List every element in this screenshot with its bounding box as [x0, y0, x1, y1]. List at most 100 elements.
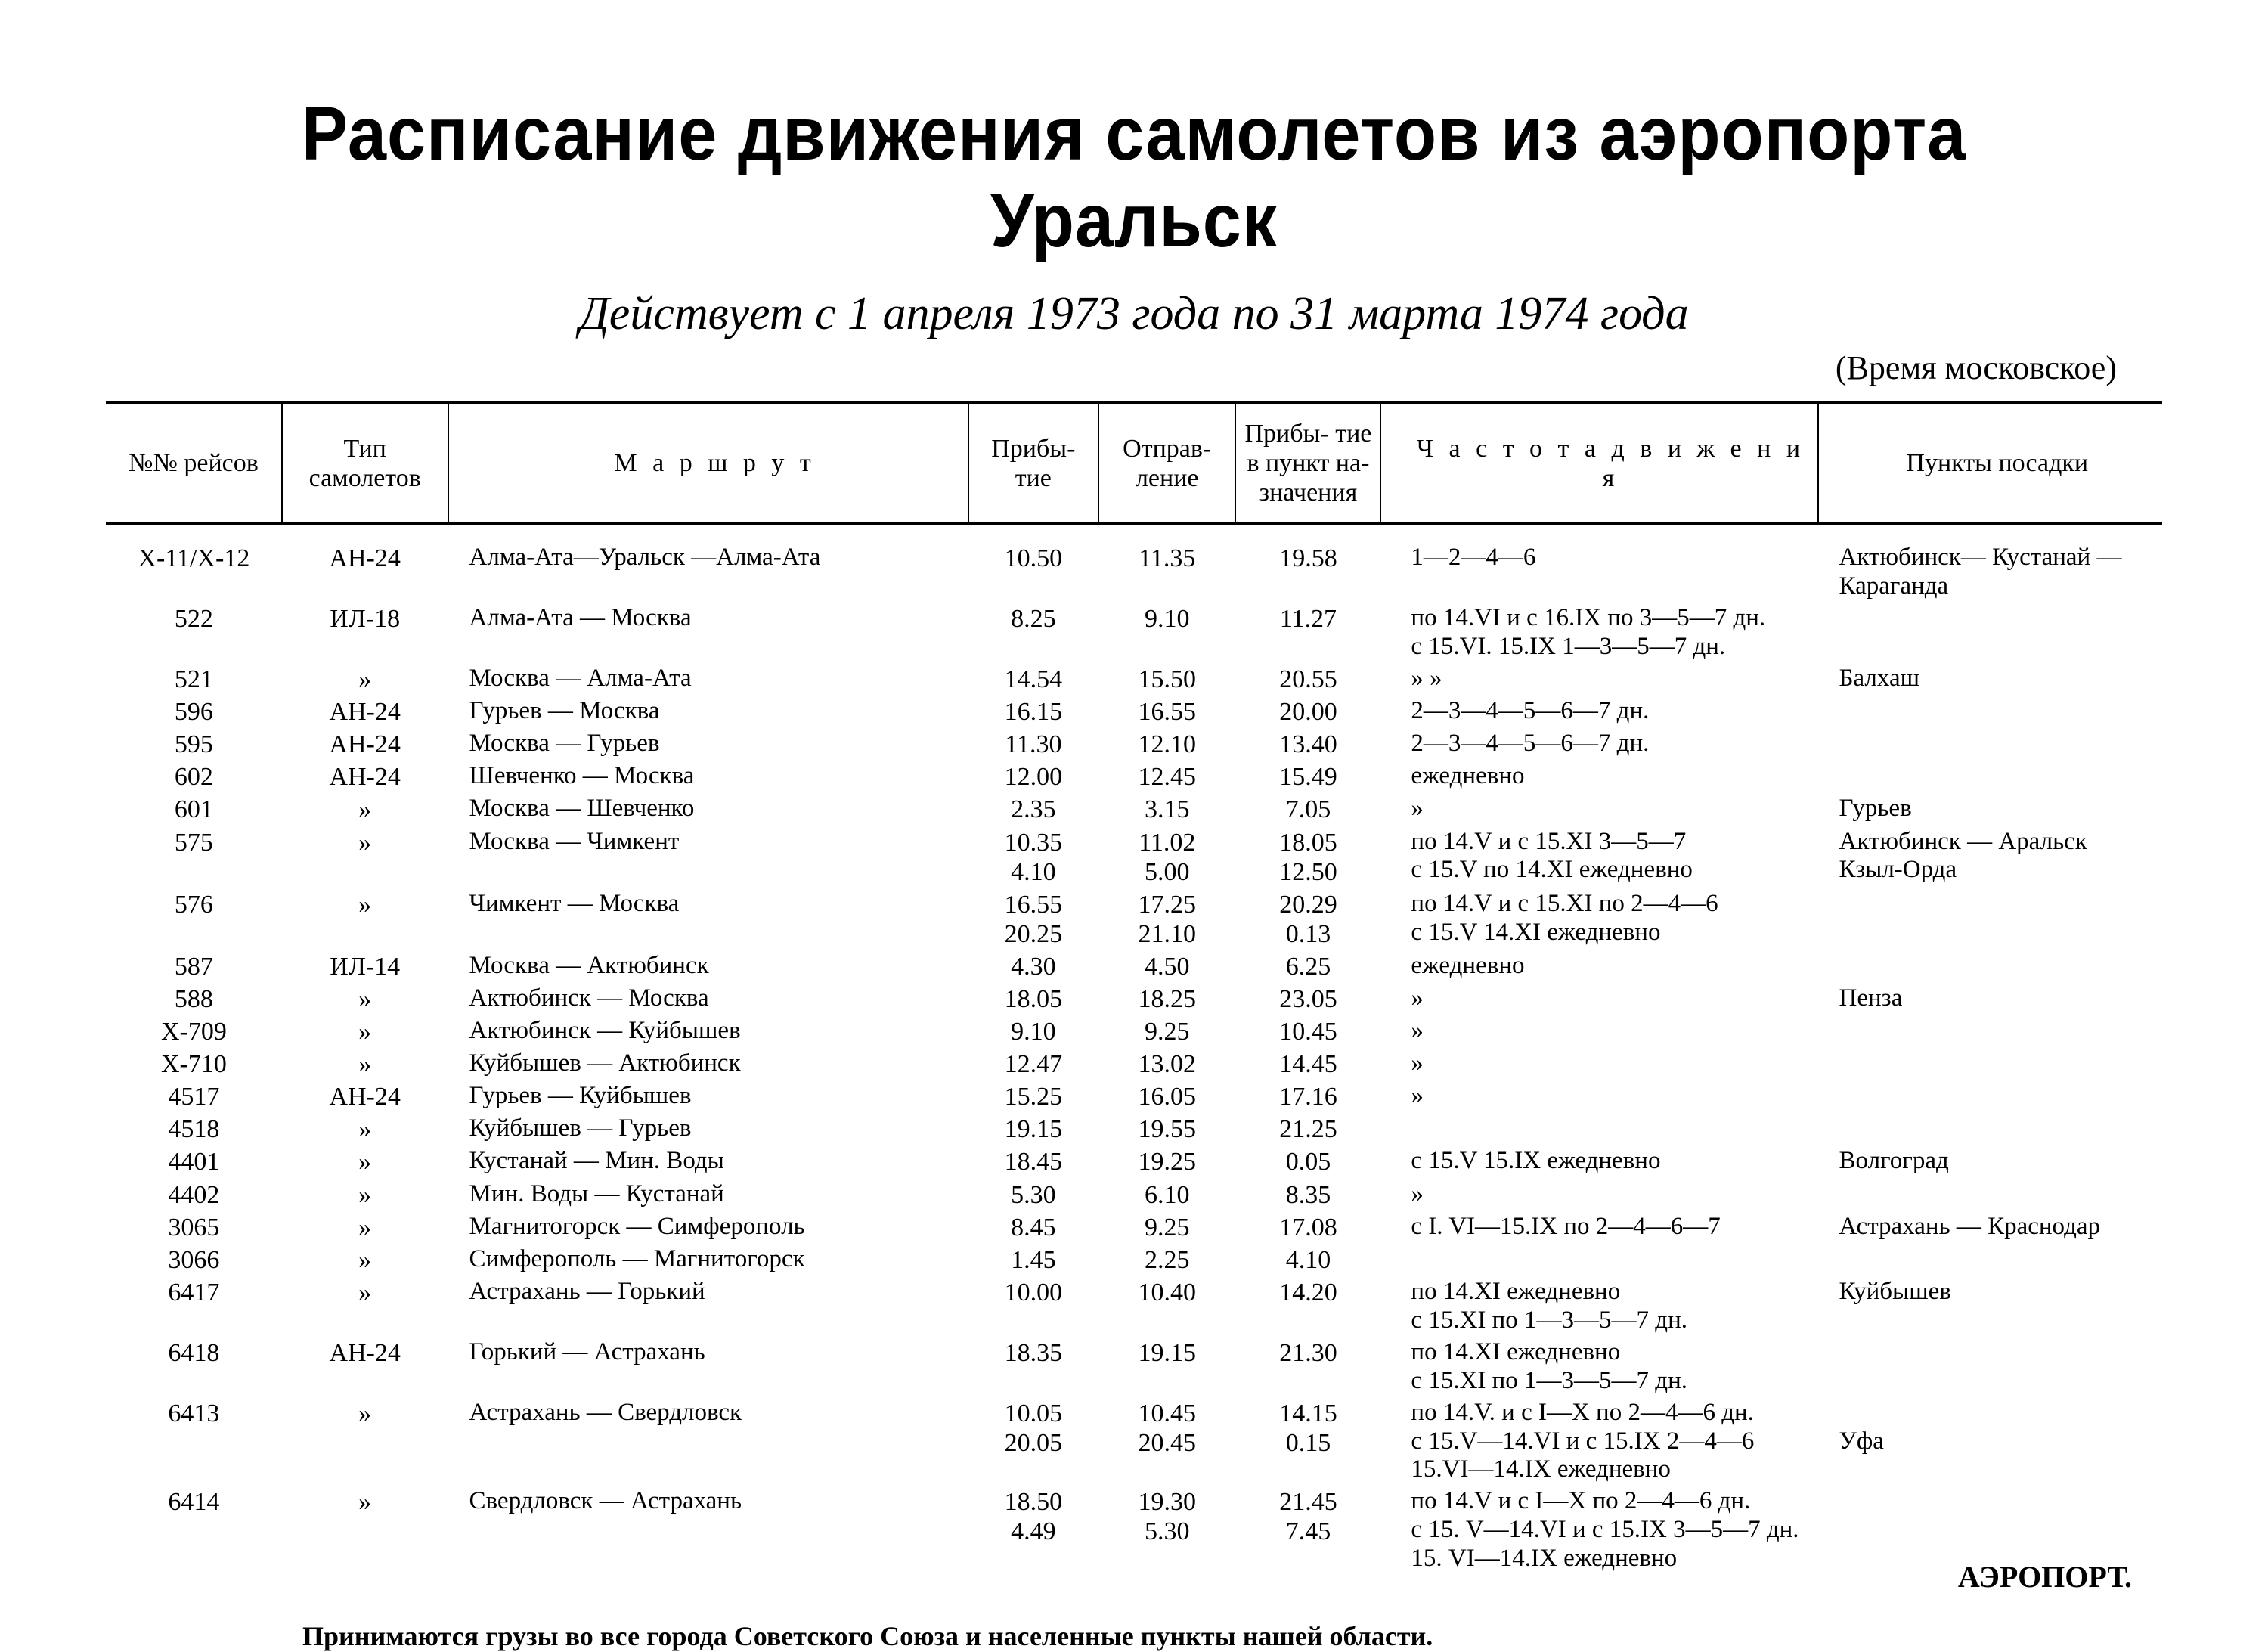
cell: 11.30	[968, 728, 1098, 761]
cell: 10.45 20.45	[1098, 1397, 1235, 1486]
cell: АН-24	[282, 1080, 448, 1113]
cell: по 14.V. и с I—X по 2—4—6 дн. с 15.V—14.…	[1380, 1397, 1817, 1486]
cell	[1818, 761, 2162, 793]
table-row: 4402»Мин. Воды — Кустанай5.306.108.35»	[106, 1179, 2162, 1211]
cell: Куйбышев — Актюбинск	[448, 1048, 968, 1080]
cell: 11.27	[1235, 603, 1380, 663]
cell: 3065	[106, 1211, 282, 1244]
cell: 12.10	[1098, 728, 1235, 761]
cell: 6418	[106, 1337, 282, 1397]
cell: Астрахань — Горький	[448, 1276, 968, 1337]
cell: 587	[106, 950, 282, 983]
table-row: 4518»Куйбышев — Гурьев19.1519.5521.25	[106, 1113, 2162, 1145]
cell	[1818, 950, 2162, 983]
cell: 18.45	[968, 1145, 1098, 1178]
cell: 17.25 21.10	[1098, 888, 1235, 950]
table-row: 595АН-24Москва — Гурьев11.3012.1013.402—…	[106, 728, 2162, 761]
cell: 18.35	[968, 1337, 1098, 1397]
cell: Кустанай — Мин. Воды	[448, 1145, 968, 1178]
table-row: 575»Москва — Чимкент10.35 4.1011.02 5.00…	[106, 826, 2162, 888]
cell: »	[282, 1244, 448, 1276]
cell: 10.00	[968, 1276, 1098, 1337]
timetable-page: Расписание движения самолетов из аэропор…	[0, 0, 2268, 1617]
cell: 16.05	[1098, 1080, 1235, 1113]
cell: 4517	[106, 1080, 282, 1113]
table-row: 587ИЛ-14Москва — Актюбинск4.304.506.25еж…	[106, 950, 2162, 983]
table-row: 3066»Симферополь — Магнитогорск1.452.254…	[106, 1244, 2162, 1276]
cell: АН-24	[282, 696, 448, 728]
cell: »	[282, 663, 448, 696]
col-flight: №№ рейсов	[106, 402, 282, 524]
cell: 10.40	[1098, 1276, 1235, 1337]
cell: Алма-Ата—Уральск —Алма-Ата	[448, 542, 968, 603]
cell	[1818, 1048, 2162, 1080]
cell: »	[1380, 793, 1817, 826]
cell: 21.30	[1235, 1337, 1380, 1397]
cell: Свердловск — Астрахань	[448, 1486, 968, 1575]
cell	[1818, 1113, 2162, 1145]
cell: 6413	[106, 1397, 282, 1486]
page-title: Расписание движения самолетов из аэропор…	[188, 91, 2080, 265]
table-row: 522ИЛ-18Алма-Ата — Москва8.259.1011.27по…	[106, 603, 2162, 663]
cell: 2.25	[1098, 1244, 1235, 1276]
cell: 9.25	[1098, 1211, 1235, 1244]
cell: 1.45	[968, 1244, 1098, 1276]
cell: Актюбинск — Куйбышев	[448, 1015, 968, 1048]
cell: Москва — Гурьев	[448, 728, 968, 761]
cell: АН-24	[282, 542, 448, 603]
cell	[1818, 1337, 2162, 1397]
cell	[1818, 1179, 2162, 1211]
cell: 23.05	[1235, 983, 1380, 1015]
cell: 8.35	[1235, 1179, 1380, 1211]
cell: 18.25	[1098, 983, 1235, 1015]
cell: 20.00	[1235, 696, 1380, 728]
cell: 9.10	[968, 1015, 1098, 1048]
cell: »	[282, 1276, 448, 1337]
cell: 10.50	[968, 542, 1098, 603]
cell: ИЛ-14	[282, 950, 448, 983]
cell: 14.54	[968, 663, 1098, 696]
cell: Куйбышев — Гурьев	[448, 1113, 968, 1145]
cell: 601	[106, 793, 282, 826]
cell	[1818, 1015, 2162, 1048]
cell: Мин. Воды — Кустанай	[448, 1179, 968, 1211]
cell: АН-24	[282, 761, 448, 793]
cell: 3.15	[1098, 793, 1235, 826]
cell: Актюбинск— Кустанай — Караганда	[1818, 542, 2162, 603]
cell: 4401	[106, 1145, 282, 1178]
table-row: 6417»Астрахань — Горький10.0010.4014.20п…	[106, 1276, 2162, 1337]
cell: Москва — Актюбинск	[448, 950, 968, 983]
cell: 9.10	[1098, 603, 1235, 663]
cell: 19.55	[1098, 1113, 1235, 1145]
cell: Гурьев	[1818, 793, 2162, 826]
cell: Астрахань — Краснодар	[1818, 1211, 2162, 1244]
cell: 15.50	[1098, 663, 1235, 696]
cell: Гурьев — Москва	[448, 696, 968, 728]
cell: 2—3—4—5—6—7 дн.	[1380, 696, 1817, 728]
cell: 13.02	[1098, 1048, 1235, 1080]
col-frequency: Ч а с т о т а д в и ж е н и я	[1380, 402, 1817, 524]
table-row: 601»Москва — Шевченко2.353.157.05»Гурьев	[106, 793, 2162, 826]
cell: по 14.V и с 15.XI по 2—4—6 с 15.V 14.XI …	[1380, 888, 1817, 950]
cell	[1380, 1113, 1817, 1145]
cell: »	[282, 1145, 448, 1178]
cell: 522	[106, 603, 282, 663]
cell: 596	[106, 696, 282, 728]
cell: с 15.V 15.IX ежедневно	[1380, 1145, 1817, 1178]
cell: 6414	[106, 1486, 282, 1575]
cell: 7.05	[1235, 793, 1380, 826]
cell: »	[282, 793, 448, 826]
cell: 5.30	[968, 1179, 1098, 1211]
cell	[1818, 728, 2162, 761]
cell: Москва — Шевченко	[448, 793, 968, 826]
col-departure: Отправ- ление	[1098, 402, 1235, 524]
cell	[1818, 603, 2162, 663]
cell	[1818, 1080, 2162, 1113]
cell: Актюбинск — Москва	[448, 983, 968, 1015]
cell: Москва — Алма-Ата	[448, 663, 968, 696]
cell: 4518	[106, 1113, 282, 1145]
table-row: 521»Москва — Алма-Ата14.5415.5020.55» »Б…	[106, 663, 2162, 696]
cell: 14.45	[1235, 1048, 1380, 1080]
cell: »	[282, 1015, 448, 1048]
cell	[1818, 1244, 2162, 1276]
